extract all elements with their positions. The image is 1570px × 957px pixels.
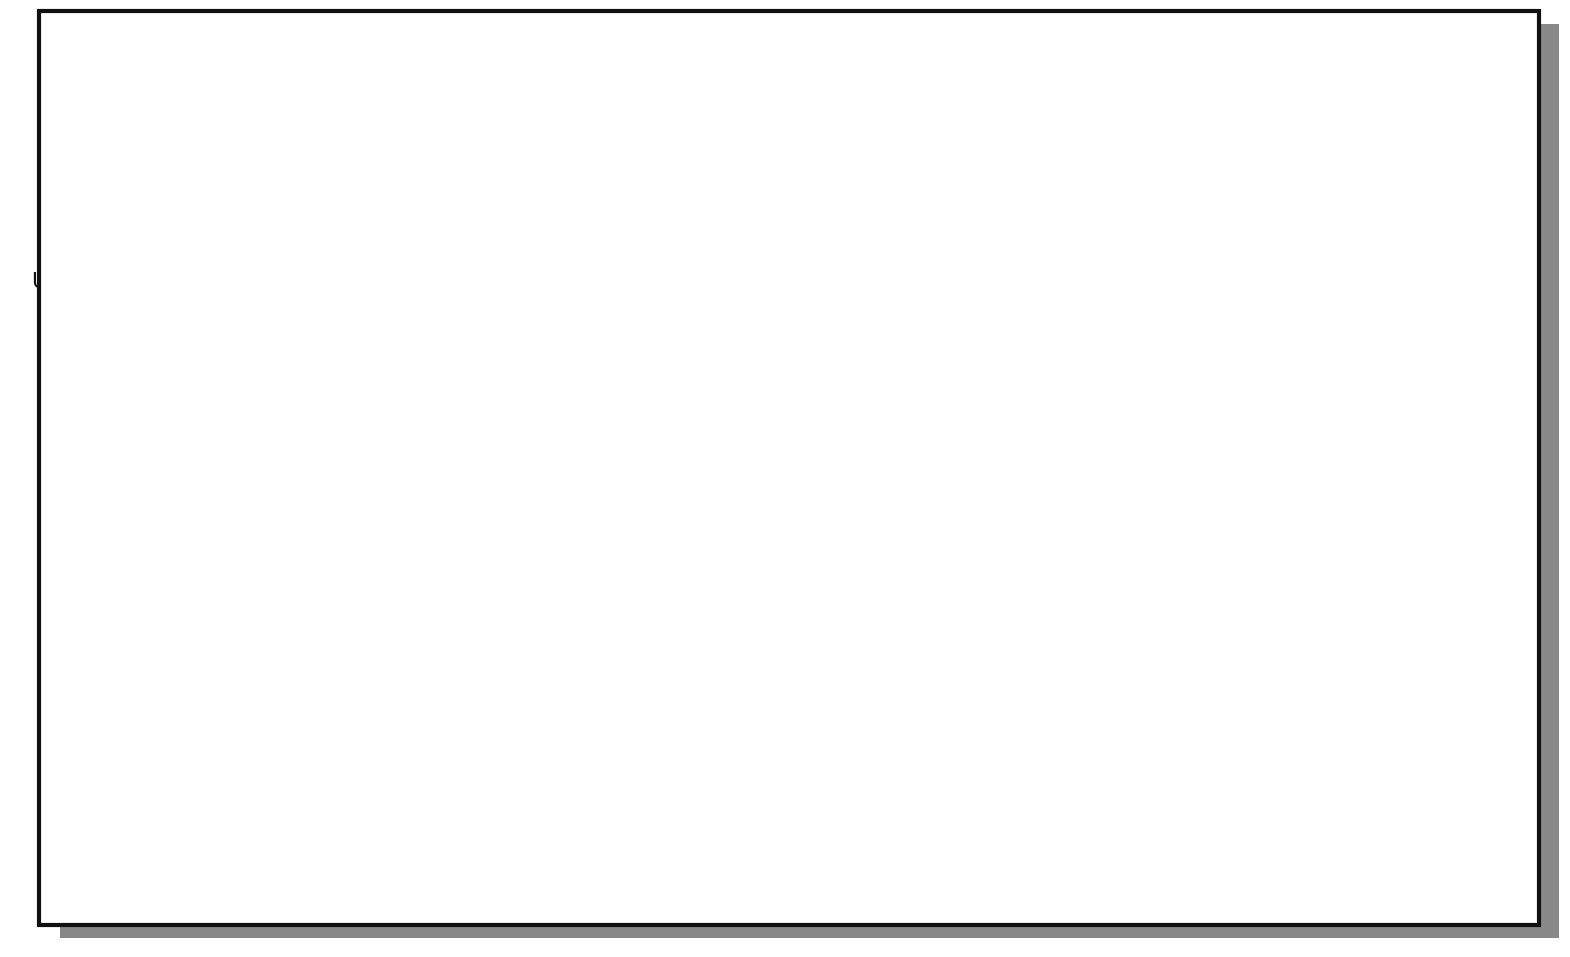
Bar	[204, 164, 928, 220]
Text: 83.5: 83.5	[1199, 620, 1243, 639]
Bar	[204, 514, 1118, 570]
Bar	[204, 689, 1232, 746]
Bar	[204, 251, 928, 308]
Bar	[204, 601, 1193, 658]
Text: 83.8: 83.8	[1239, 707, 1281, 726]
Text: 81.4: 81.4	[934, 270, 977, 289]
Bar	[204, 77, 611, 133]
Bar	[204, 339, 1066, 395]
Text: 82.9: 82.9	[1124, 533, 1167, 551]
Text: 81.4: 81.4	[934, 183, 977, 202]
Text: 78.9: 78.9	[617, 95, 659, 114]
Bar	[204, 776, 1345, 833]
Bar	[204, 426, 1093, 483]
Text: 84.7: 84.7	[1352, 795, 1396, 814]
Text: 82.5: 82.5	[1074, 358, 1116, 376]
Text: 82.7: 82.7	[1099, 445, 1141, 464]
